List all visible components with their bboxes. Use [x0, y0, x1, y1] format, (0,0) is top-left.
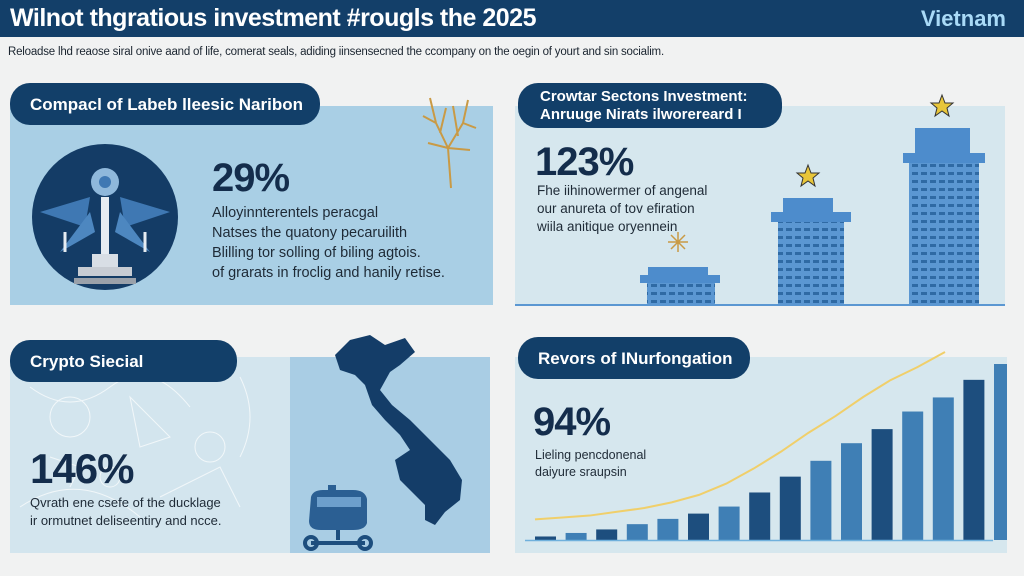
stat-value: 29%: [212, 156, 290, 200]
chart-bar: [688, 513, 709, 540]
stat-value: 123%: [535, 140, 634, 184]
doodle-pattern: [19, 375, 251, 518]
header-bar: [0, 0, 1024, 37]
label-line: Crowtar Sectons Investment:: [540, 87, 748, 105]
vehicle-icon: [303, 485, 373, 551]
stat-description: Fhe iihinowermer of angenal our anureta …: [537, 182, 707, 236]
chart-bar: [810, 460, 832, 540]
chart-bar: [932, 397, 954, 540]
panel-label: Crowtar Sectons Investment: Anruuge Nira…: [518, 83, 782, 128]
chart-bar: [657, 518, 679, 540]
desc-line: wiila anitique oryennein: [537, 219, 678, 234]
desc-line: our anureta of tov efiration: [537, 201, 695, 216]
star-icon: [795, 163, 821, 188]
desc-line: ir ormutnet deliseentiry and ncce.: [30, 513, 222, 528]
monument-emblem-icon: [32, 144, 178, 290]
star-icon: [929, 93, 955, 118]
stat-description: Alloyinnterentels peracgal Natses the qu…: [212, 203, 445, 283]
trend-line: [534, 351, 946, 521]
chart-bar: [994, 364, 1007, 540]
desc-line: Fhe iihinowermer of angenal: [537, 183, 708, 198]
desc-line: Lieling pencdonenal: [535, 448, 647, 462]
page-subtitle: Reloadse lhd reaose siral onive aand of …: [8, 46, 664, 58]
chart-bar: [596, 529, 618, 540]
chart-bar: [626, 524, 648, 540]
stat-description: Lieling pencdonenal daiyure sraupsin: [535, 447, 646, 481]
chart-bar: [871, 429, 893, 540]
vietnam-map-icon: [335, 335, 462, 525]
desc-line: daiyure sraupsin: [535, 465, 627, 479]
panel-label: Compacl of Labeb lleesic Naribon: [10, 83, 320, 125]
stat-value: 94%: [533, 400, 611, 444]
desc-line: Blilling tor solling of biling agtois.: [212, 245, 421, 261]
building-icon: [640, 267, 720, 305]
desc-line: of grarats in froclig and hanily retise.: [212, 265, 445, 281]
building-icon: [903, 128, 985, 305]
label-line: Anruuge Nirats ilworereard I: [540, 105, 742, 123]
chart-bar: [779, 476, 801, 540]
sparkle-icon: [668, 232, 688, 252]
chart-bar: [963, 379, 985, 540]
desc-line: Natses the quatony pecaruilith: [212, 225, 408, 241]
chart-bar: [749, 492, 771, 540]
stat-value: 146%: [30, 445, 134, 492]
chart-bar: [902, 411, 924, 540]
desc-line: Qvrath ene csefe of the ducklage: [30, 495, 221, 510]
buildings-illustration: [515, 93, 1005, 306]
building-icon: [771, 198, 851, 305]
chart-bar: [841, 443, 862, 540]
chart-bar: [535, 536, 556, 540]
country-label: Vietnam: [920, 6, 1006, 31]
chart-bar: [565, 532, 587, 540]
chart-bar: [718, 506, 740, 540]
stat-description: Qvrath ene csefe of the ducklage ir ormu…: [30, 494, 221, 530]
golden-tree-icon: [422, 97, 477, 189]
panel-label: Crypto Siecial: [10, 340, 237, 382]
page-title: Wilnot thgratious investment #rougls the…: [10, 4, 536, 32]
desc-line: Alloyinnterentels peracgal: [212, 205, 379, 221]
growth-bar-chart: [525, 351, 1007, 542]
panel-label: Revors of INurfongation: [518, 337, 750, 379]
